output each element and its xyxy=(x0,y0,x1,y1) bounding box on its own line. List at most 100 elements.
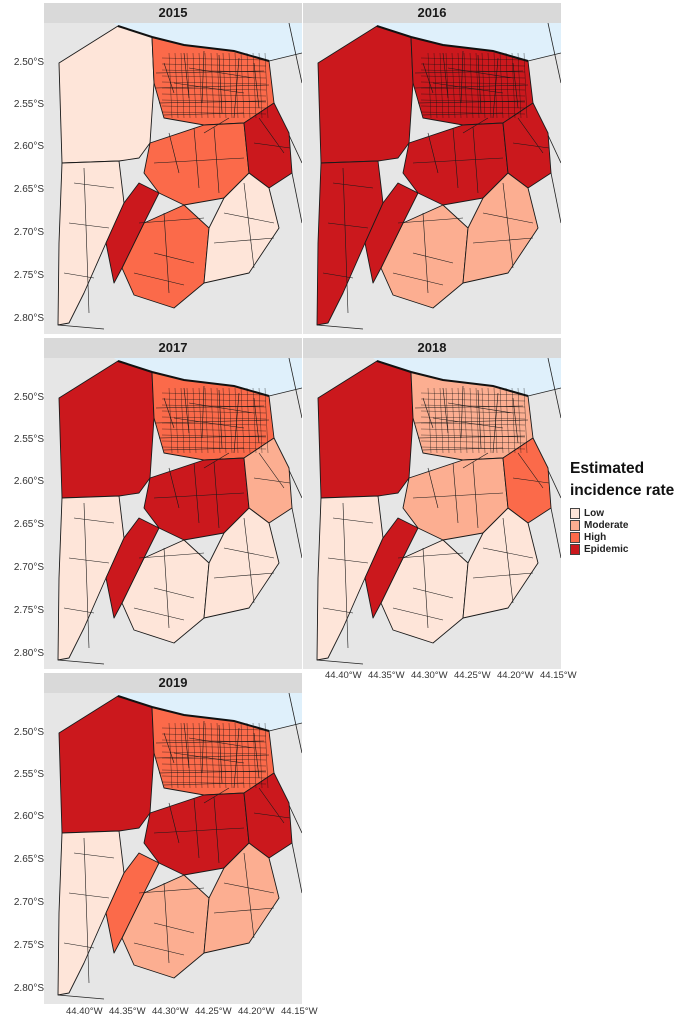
region-southwest xyxy=(57,495,125,661)
x-tick-label: 44.15°W xyxy=(281,1006,318,1017)
x-tick-label: 44.30°W xyxy=(152,1006,189,1017)
panel-title: 2018 xyxy=(303,338,561,358)
x-tick-label: 44.15°W xyxy=(540,670,577,681)
region-corridor xyxy=(105,517,160,619)
legend-key-high xyxy=(570,532,580,543)
x-tick-label: 44.30°W xyxy=(411,670,448,681)
boundary-lines xyxy=(163,720,260,789)
boundary-lines xyxy=(63,837,115,984)
y-tick-label: 2.80°S xyxy=(13,313,44,324)
x-tick-label: 44.35°W xyxy=(368,670,405,681)
x-tick-label: 44.25°W xyxy=(454,670,491,681)
x-tick-label: 44.40°W xyxy=(325,670,362,681)
sea-area xyxy=(114,693,302,731)
sea-area xyxy=(373,358,561,396)
region-southeast xyxy=(203,842,280,954)
legend-key-low xyxy=(570,508,580,519)
y-tick-label: 2.55°S xyxy=(13,434,44,445)
region-west xyxy=(58,25,155,164)
sea-area xyxy=(373,23,561,61)
y-axis-labels: 2.50°S 2.55°S 2.60°S 2.65°S 2.70°S 2.75°S 2.80… xyxy=(0,358,44,669)
legend-item-moderate: Moderate xyxy=(570,520,675,532)
legend-label-low: Low xyxy=(584,508,604,519)
boundary-lines xyxy=(63,502,115,649)
boundary-lines xyxy=(392,212,464,294)
boundary-lines xyxy=(412,461,504,529)
region-corridor xyxy=(364,517,419,619)
legend-title-line1: Estimated xyxy=(570,460,645,477)
boundary-lines xyxy=(63,167,115,314)
boundary-lines xyxy=(163,385,260,454)
map-panel-2016: 2016 xyxy=(303,3,561,334)
urban-grid xyxy=(420,52,528,119)
y-tick-label: 2.75°S xyxy=(13,940,44,951)
legend-item-high: High xyxy=(570,532,675,544)
region-west xyxy=(317,360,414,499)
x-tick-label: 44.40°W xyxy=(66,1006,103,1017)
y-tick-label: 2.50°S xyxy=(13,392,44,403)
map-area xyxy=(44,693,302,1004)
boundary-lines xyxy=(253,452,291,489)
region-southwest xyxy=(316,160,384,326)
map-panel-2017: 2017 xyxy=(44,338,302,669)
y-axis-labels: 2.50°S 2.55°S 2.60°S 2.65°S 2.70°S 2.75°S 2.80… xyxy=(0,693,44,1004)
coastline xyxy=(376,25,529,62)
boundary-lines xyxy=(392,547,464,629)
x-tick-label: 44.25°W xyxy=(195,1006,232,1017)
region-west xyxy=(317,25,414,164)
boundary-lines xyxy=(133,882,205,964)
boundary-lines xyxy=(422,385,519,454)
boundary-lines xyxy=(213,852,275,939)
boundary-lines xyxy=(253,787,291,824)
x-tick-label: 44.20°W xyxy=(238,1006,275,1017)
map-area xyxy=(44,358,302,669)
y-tick-label: 2.60°S xyxy=(13,476,44,487)
y-tick-label: 2.75°S xyxy=(13,270,44,281)
coastline xyxy=(376,360,529,397)
boundary-lines xyxy=(133,547,205,629)
region-southeast xyxy=(203,172,280,284)
urban-grid xyxy=(161,722,269,789)
choropleth-map xyxy=(316,23,561,330)
choropleth-map xyxy=(57,358,302,665)
choropleth-map xyxy=(316,358,561,665)
urban-grid xyxy=(420,387,528,454)
region-south xyxy=(121,204,210,309)
boundary-lines xyxy=(412,126,504,194)
map-panel-2018: 2018 xyxy=(303,338,561,669)
panel-title: 2015 xyxy=(44,3,302,23)
panel-title: 2017 xyxy=(44,338,302,358)
y-tick-label: 2.55°S xyxy=(13,769,44,780)
legend-item-low: Low xyxy=(570,508,675,520)
legend-item-epidemic: Epidemic xyxy=(570,544,675,556)
y-tick-label: 2.70°S xyxy=(13,897,44,908)
legend: Estimated incidence rate Low Moderate Hi… xyxy=(570,458,675,556)
boundary-lines xyxy=(253,117,291,154)
sea-area xyxy=(114,23,302,61)
boundary-lines xyxy=(472,182,534,269)
region-south xyxy=(380,539,469,644)
y-tick-label: 2.50°S xyxy=(13,727,44,738)
x-axis-labels: 44.40°W 44.35°W 44.30°W 44.25°W 44.20°W 44.15… xyxy=(44,1006,344,1020)
y-axis-labels: 2.50°S 2.55°S 2.60°S 2.65°S 2.70°S 2.75°S 2.80… xyxy=(0,23,44,334)
legend-key-moderate xyxy=(570,520,580,531)
boundary-lines xyxy=(133,212,205,294)
map-panel-2019: 2019 xyxy=(44,673,302,1004)
region-south xyxy=(380,204,469,309)
boundary-lines xyxy=(163,50,260,119)
y-tick-label: 2.80°S xyxy=(13,648,44,659)
region-west xyxy=(58,360,155,499)
y-tick-label: 2.65°S xyxy=(13,854,44,865)
sea-area xyxy=(114,358,302,396)
boundary-lines xyxy=(153,461,245,529)
legend-title-line2: incidence rate xyxy=(570,482,675,499)
boundary-lines xyxy=(213,517,275,604)
y-tick-label: 2.60°S xyxy=(13,811,44,822)
map-area xyxy=(303,23,561,334)
boundary-lines xyxy=(153,126,245,194)
map-area xyxy=(44,23,302,334)
y-tick-label: 2.75°S xyxy=(13,605,44,616)
y-tick-label: 2.80°S xyxy=(13,983,44,994)
boundary-lines xyxy=(153,796,245,864)
boundary-lines xyxy=(512,452,550,489)
